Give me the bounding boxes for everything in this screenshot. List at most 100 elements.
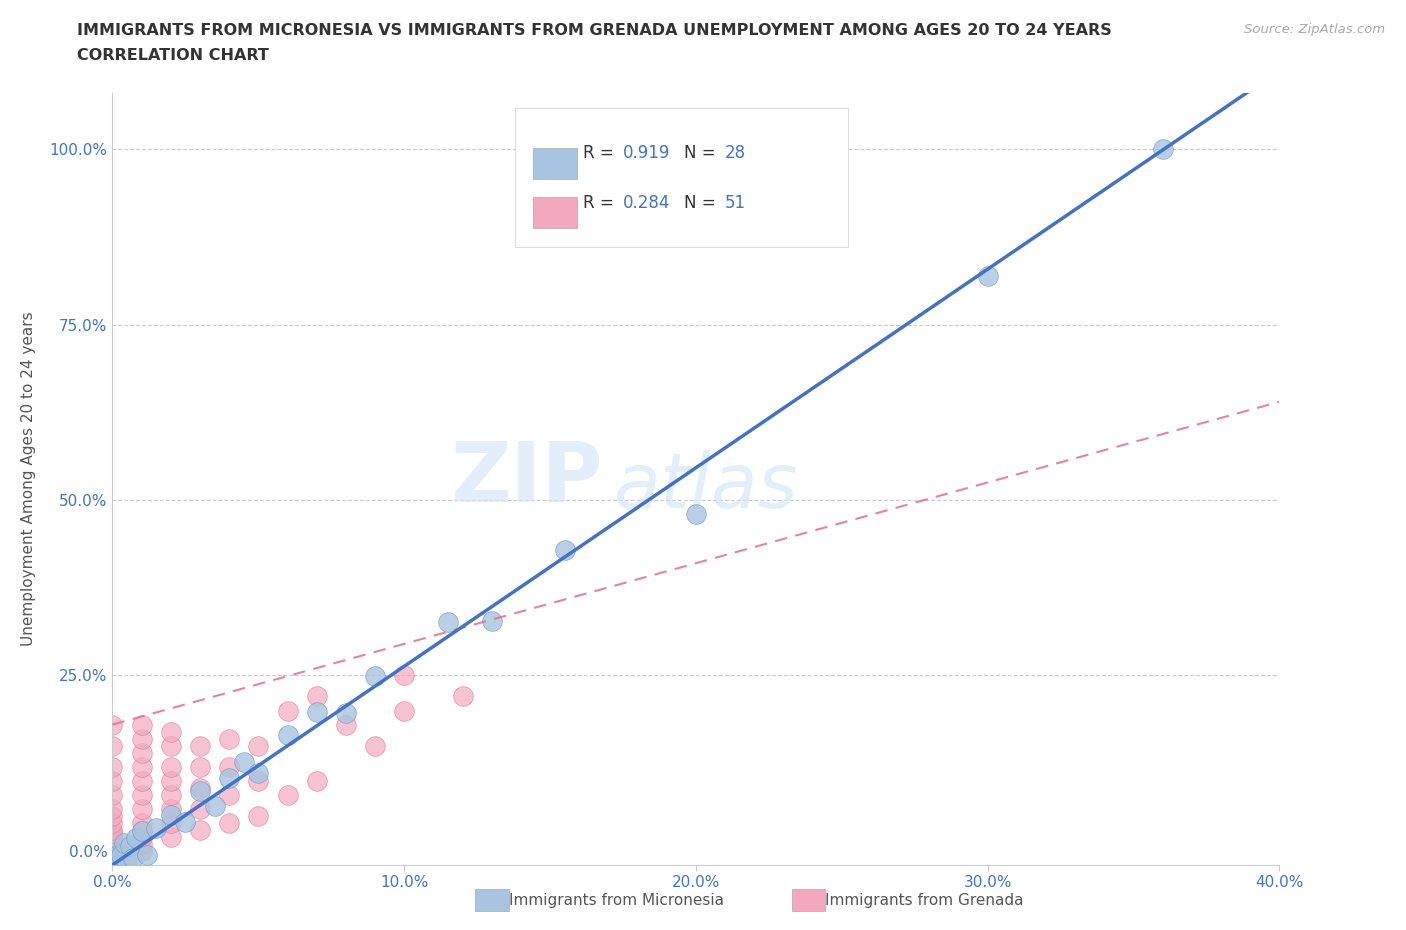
Text: 28: 28 [725,144,747,162]
Point [554,542,576,557]
Point [247,773,270,788]
Point [305,773,328,788]
Point [122,851,145,866]
Point [160,788,183,803]
Text: R =: R = [582,193,619,212]
Point [101,738,124,753]
Point [160,802,183,817]
Text: R =: R = [582,144,619,162]
Point [131,844,153,858]
Point [247,808,270,823]
Point [218,731,240,746]
Point [131,802,153,817]
Point [218,788,240,803]
Point [131,836,153,851]
Point [101,826,124,841]
Point [101,802,124,817]
Point [131,745,153,760]
Point [101,840,124,855]
Point [394,668,416,683]
Point [276,788,298,803]
FancyBboxPatch shape [515,109,848,247]
Text: N =: N = [685,193,721,212]
Point [364,738,387,753]
Point [101,788,124,803]
Point [131,717,153,732]
Point [125,831,148,846]
Point [131,759,153,774]
Point [160,724,183,739]
Point [160,773,183,788]
Point [451,689,474,704]
Point [174,815,197,830]
Point [131,773,153,788]
Point [101,836,124,851]
Point [145,820,167,835]
Point [204,799,226,814]
Point [276,703,298,718]
Point [188,738,211,753]
Text: Source: ZipAtlas.com: Source: ZipAtlas.com [1244,23,1385,36]
Point [188,802,211,817]
Point [131,830,153,844]
Point [160,738,183,753]
Point [305,689,328,704]
Point [976,269,998,284]
Point [218,816,240,830]
Point [101,773,124,788]
Point [247,738,270,753]
Point [112,835,135,850]
Point [101,830,124,844]
Point [437,615,460,630]
Point [131,731,153,746]
Point [218,759,240,774]
Point [188,780,211,795]
Point [101,816,124,830]
Point [101,844,124,858]
Text: ZIP: ZIP [450,438,603,520]
Point [481,613,503,628]
Point [131,788,153,803]
Text: 0.919: 0.919 [623,144,669,162]
Text: Immigrants from Grenada: Immigrants from Grenada [825,893,1024,908]
Point [685,507,707,522]
Point [101,808,124,823]
Point [101,759,124,774]
Point [101,717,124,732]
FancyBboxPatch shape [533,197,576,228]
Point [104,848,127,863]
Point [131,822,153,837]
Point [160,830,183,844]
Point [394,703,416,718]
Y-axis label: Unemployment Among Ages 20 to 24 years: Unemployment Among Ages 20 to 24 years [21,312,35,646]
Point [160,759,183,774]
Point [101,833,124,848]
Point [335,706,357,721]
Point [232,754,254,769]
Point [131,824,153,839]
Point [101,822,124,837]
Text: N =: N = [685,144,721,162]
Text: atlas: atlas [614,450,799,524]
Point [118,839,141,854]
Text: Immigrants from Micronesia: Immigrants from Micronesia [509,893,724,908]
Point [110,848,132,863]
Point [364,668,387,683]
Point [218,771,240,786]
Text: IMMIGRANTS FROM MICRONESIA VS IMMIGRANTS FROM GRENADA UNEMPLOYMENT AMONG AGES 20: IMMIGRANTS FROM MICRONESIA VS IMMIGRANTS… [77,23,1112,38]
Point [188,784,211,799]
Point [276,728,298,743]
Point [160,816,183,830]
Text: CORRELATION CHART: CORRELATION CHART [77,48,269,63]
Point [335,717,357,732]
Point [131,816,153,830]
Point [188,822,211,837]
Point [115,857,138,872]
Text: 0.284: 0.284 [623,193,669,212]
Point [1152,141,1174,156]
Point [136,847,159,862]
Point [188,759,211,774]
Point [107,857,129,872]
Point [247,765,270,780]
FancyBboxPatch shape [533,148,576,179]
